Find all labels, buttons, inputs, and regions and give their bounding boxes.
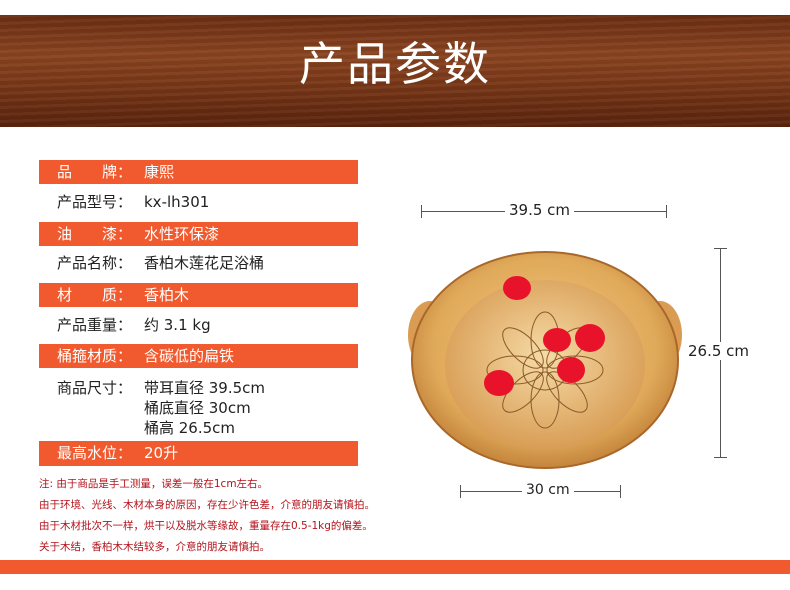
- dimension-height-label: 26.5 cm: [684, 342, 754, 360]
- spec-label: 油 漆：: [57, 225, 133, 243]
- dimension-tick: [714, 457, 727, 458]
- note: 由于环境、光线、木材本身的原因，存在少许色差，介意的朋友请慎拍。: [39, 499, 375, 511]
- foot-bath-bucket-image: [408, 251, 682, 469]
- spec-row-size: 商品尺寸： 带耳直径 39.5cm 桶底直径 30cm 桶高 26.5cm: [39, 376, 358, 440]
- spec-value: 香柏木莲花足浴桶: [144, 254, 265, 272]
- spec-value: kx-lh301: [144, 193, 210, 211]
- spec-label: 桶箍材质：: [57, 347, 133, 365]
- spec-label: 产品名称：: [57, 254, 133, 272]
- note: 关于木结，香柏木木结较多，介意的朋友请慎拍。: [39, 541, 270, 553]
- bottom-bar: [0, 560, 790, 574]
- spec-row-material: 材 质： 香柏木: [39, 283, 358, 307]
- spec-value: 带耳直径 39.5cm: [144, 379, 266, 397]
- notes: 注: 由于商品是手工测量，误差一般在1cm左右。 由于环境、光线、木材本身的原因…: [39, 474, 375, 558]
- dimension-tick: [421, 205, 422, 218]
- spec-row-paint: 油 漆： 水性环保漆: [39, 222, 358, 246]
- dimension-bottom-label: 30 cm: [522, 482, 574, 498]
- spec-row-name: 产品名称： 香柏木莲花足浴桶: [39, 251, 358, 275]
- spec-value: 含碳低的扁铁: [144, 347, 235, 365]
- spec-row-model: 产品型号： kx-lh301: [39, 190, 358, 214]
- note: 注: 由于商品是手工测量，误差一般在1cm左右。: [39, 478, 269, 490]
- spec-label: 最高水位：: [57, 444, 133, 462]
- spec-value: 约 3.1 kg: [144, 316, 211, 334]
- spec-row-weight: 产品重量： 约 3.1 kg: [39, 313, 358, 337]
- spec-value: 香柏木: [144, 286, 190, 304]
- dimension-tick: [460, 485, 461, 498]
- note: 由于木材批次不一样，烘干以及脱水等缘故，重量存在0.5-1kg的偏差。: [39, 520, 373, 532]
- dimension-tick: [620, 485, 621, 498]
- title-banner: [0, 15, 790, 127]
- spec-row-hoop: 桶箍材质： 含碳低的扁铁: [39, 344, 358, 368]
- dimension-tick: [714, 248, 727, 249]
- spec-label: 产品型号：: [57, 193, 133, 211]
- spec-row-brand: 品 牌： 康熙: [39, 160, 358, 184]
- spec-value: 20升: [144, 444, 179, 462]
- spec-value: 桶底直径 30cm: [144, 399, 251, 417]
- dimension-tick: [666, 205, 667, 218]
- dimension-width-label: 39.5 cm: [505, 201, 575, 219]
- spec-label: 商品尺寸：: [57, 379, 133, 397]
- page-title: 产品参数: [299, 37, 491, 91]
- spec-label: 品 牌：: [57, 163, 133, 181]
- spec-value: 康熙: [144, 163, 175, 181]
- spec-label: 材 质：: [57, 286, 133, 304]
- spec-value: 桶高 26.5cm: [144, 419, 236, 437]
- spec-label: 产品重量：: [57, 316, 133, 334]
- spec-row-water: 最高水位： 20升: [39, 441, 358, 466]
- spec-value: 水性环保漆: [144, 225, 220, 243]
